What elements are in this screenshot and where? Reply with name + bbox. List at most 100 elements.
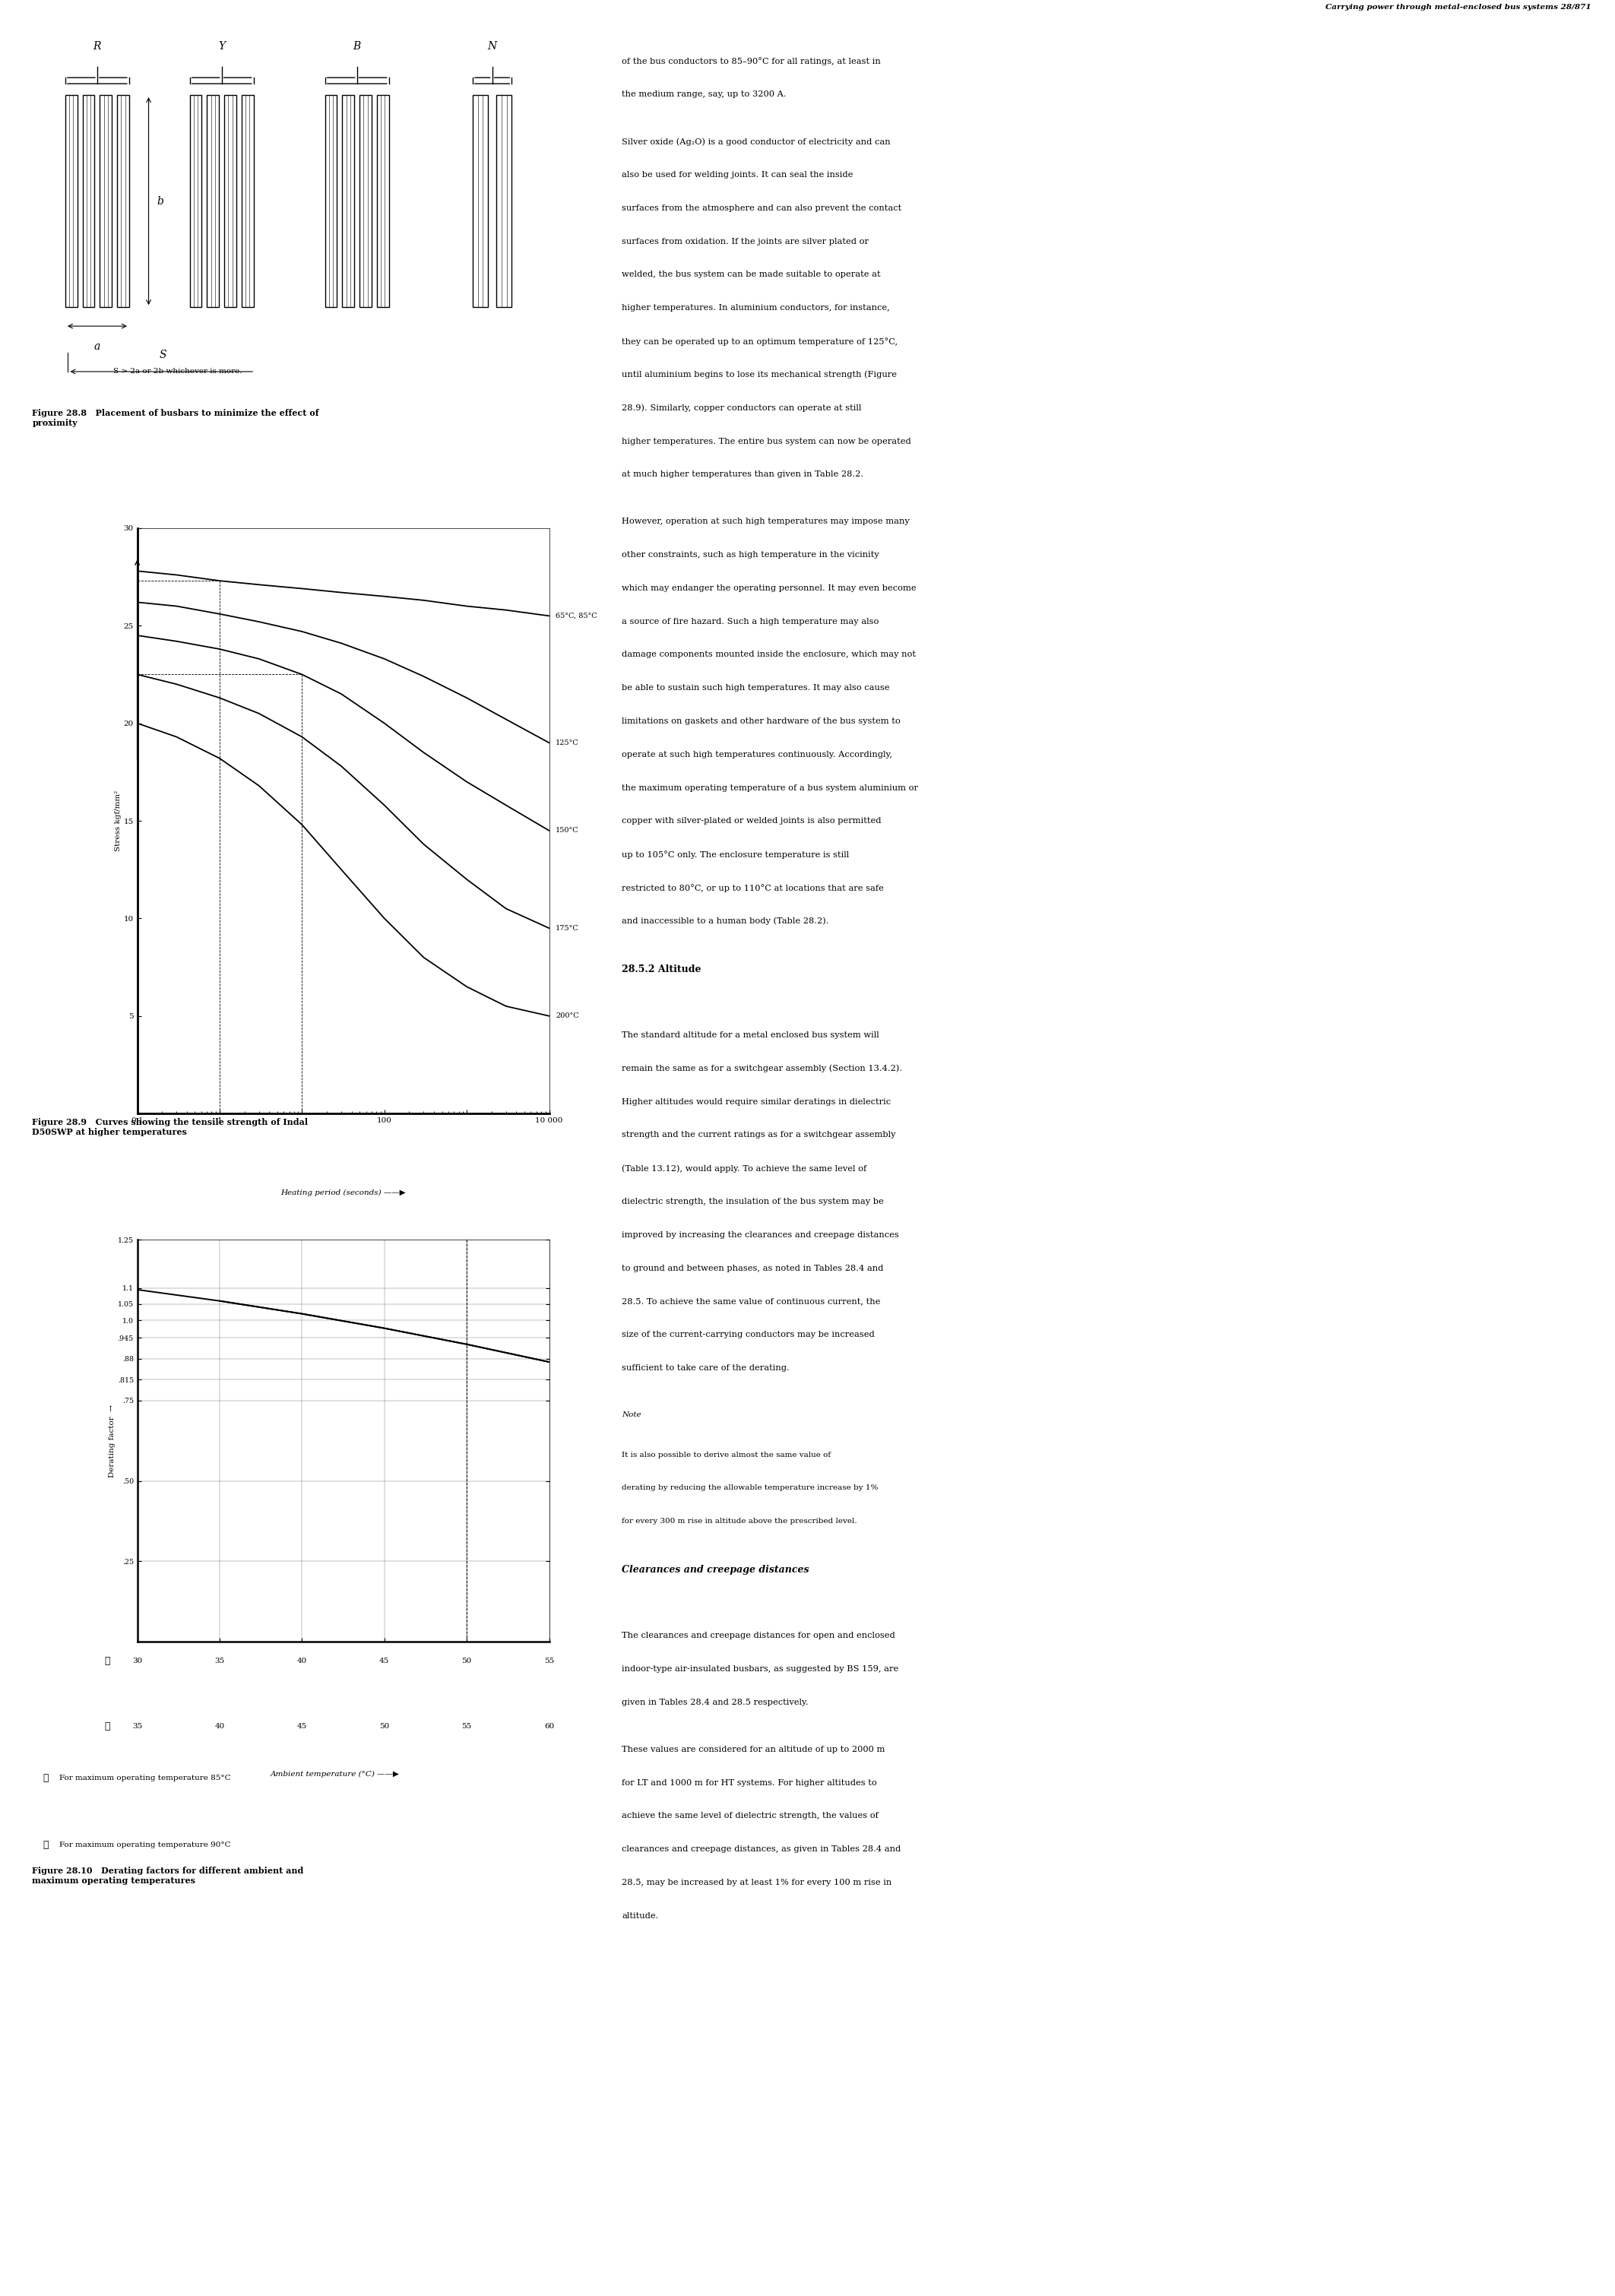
Y-axis label: Stress kgf/mm²: Stress kgf/mm²: [115, 790, 121, 852]
Text: 175°C: 175°C: [556, 925, 580, 932]
Bar: [242, 94, 254, 308]
Text: Higher altitudes would require similar deratings in dielectric: Higher altitudes would require similar d…: [622, 1097, 891, 1107]
Text: 35: 35: [215, 1658, 224, 1665]
Text: 50: 50: [380, 1724, 389, 1729]
Text: 60: 60: [544, 1724, 554, 1729]
Text: be able to sustain such high temperatures. It may also cause: be able to sustain such high temperature…: [622, 684, 890, 691]
Text: the medium range, say, up to 3200 A.: the medium range, say, up to 3200 A.: [622, 90, 787, 99]
Text: ①: ①: [44, 1773, 48, 1784]
Text: and inaccessible to a human body (Table 28.2).: and inaccessible to a human body (Table …: [622, 916, 828, 925]
Text: up to 105°C only. The enclosure temperature is still: up to 105°C only. The enclosure temperat…: [622, 850, 849, 859]
Text: improved by increasing the clearances and creepage distances: improved by increasing the clearances an…: [622, 1231, 900, 1240]
Text: restricted to 80°C, or up to 110°C at locations that are safe: restricted to 80°C, or up to 110°C at lo…: [622, 884, 883, 893]
Text: b: b: [157, 195, 163, 207]
Text: 150°C: 150°C: [556, 827, 578, 833]
Text: strength and the current ratings as for a switchgear assembly: strength and the current ratings as for …: [622, 1132, 896, 1139]
Text: For maximum operating temperature 90°C: For maximum operating temperature 90°C: [60, 1841, 231, 1848]
Text: a source of fire hazard. Such a high temperature may also: a source of fire hazard. Such a high tem…: [622, 618, 879, 625]
Bar: [207, 94, 220, 308]
Y-axis label: Derating factor  →: Derating factor →: [108, 1405, 115, 1476]
Text: 28.5.2 Altitude: 28.5.2 Altitude: [622, 964, 701, 974]
Text: dielectric strength, the insulation of the bus system may be: dielectric strength, the insulation of t…: [622, 1199, 883, 1205]
Text: 125°C: 125°C: [556, 739, 580, 746]
Text: Ambient temperature (°C) ——▶: Ambient temperature (°C) ——▶: [270, 1770, 399, 1777]
Text: other constraints, such as high temperature in the vicinity: other constraints, such as high temperat…: [622, 551, 879, 558]
Text: Silver oxide (Ag₂O) is a good conductor of electricity and can: Silver oxide (Ag₂O) is a good conductor …: [622, 138, 890, 145]
Bar: [360, 94, 371, 308]
Text: These values are considered for an altitude of up to 2000 m: These values are considered for an altit…: [622, 1745, 885, 1754]
Bar: [224, 94, 236, 308]
Text: 28.5. To achieve the same value of continuous current, the: 28.5. To achieve the same value of conti…: [622, 1297, 880, 1306]
Text: derating by reducing the allowable temperature increase by 1%: derating by reducing the allowable tempe…: [622, 1486, 879, 1492]
Text: they can be operated up to an optimum temperature of 125°C,: they can be operated up to an optimum te…: [622, 338, 898, 347]
Text: N: N: [488, 41, 497, 53]
Text: sufficient to take care of the derating.: sufficient to take care of the derating.: [622, 1364, 790, 1373]
Text: Figure 28.8   Placement of busbars to minimize the effect of
proximity: Figure 28.8 Placement of busbars to mini…: [32, 409, 320, 427]
Text: 35: 35: [132, 1724, 142, 1729]
Text: 200°C: 200°C: [556, 1013, 578, 1019]
Text: ②: ②: [105, 1722, 110, 1731]
Bar: [100, 94, 111, 308]
Text: limitations on gaskets and other hardware of the bus system to: limitations on gaskets and other hardwar…: [622, 716, 901, 726]
Text: 40: 40: [215, 1724, 224, 1729]
Text: It is also possible to derive almost the same value of: It is also possible to derive almost the…: [622, 1451, 830, 1458]
Text: 45: 45: [297, 1724, 307, 1729]
Text: However, operation at such high temperatures may impose many: However, operation at such high temperat…: [622, 517, 909, 526]
Text: B: B: [354, 41, 360, 53]
Bar: [496, 94, 512, 308]
Bar: [118, 94, 129, 308]
Text: Heating period (seconds) ——▶: Heating period (seconds) ——▶: [281, 1189, 405, 1196]
Text: R: R: [94, 41, 102, 53]
Text: for LT and 1000 m for HT systems. For higher altitudes to: for LT and 1000 m for HT systems. For hi…: [622, 1779, 877, 1786]
Text: ②: ②: [44, 1839, 48, 1851]
Text: of the bus conductors to 85–90°C for all ratings, at least in: of the bus conductors to 85–90°C for all…: [622, 57, 880, 67]
Text: (Table 13.12), would apply. To achieve the same level of: (Table 13.12), would apply. To achieve t…: [622, 1164, 867, 1173]
Text: higher temperatures. In aluminium conductors, for instance,: higher temperatures. In aluminium conduc…: [622, 303, 890, 312]
Text: Figure 28.9   Curves showing the tensile strength of Indal
D50SWP at higher temp: Figure 28.9 Curves showing the tensile s…: [32, 1118, 308, 1137]
Text: The standard altitude for a metal enclosed bus system will: The standard altitude for a metal enclos…: [622, 1031, 879, 1040]
Text: achieve the same level of dielectric strength, the values of: achieve the same level of dielectric str…: [622, 1812, 879, 1821]
Text: S > 2a or 2b whichever is more.: S > 2a or 2b whichever is more.: [113, 367, 242, 374]
Bar: [189, 94, 202, 308]
Text: operate at such high temperatures continuously. Accordingly,: operate at such high temperatures contin…: [622, 751, 893, 758]
Text: remain the same as for a switchgear assembly (Section 13.4.2).: remain the same as for a switchgear asse…: [622, 1065, 903, 1072]
Text: surfaces from oxidation. If the joints are silver plated or: surfaces from oxidation. If the joints a…: [622, 236, 869, 246]
Text: at much higher temperatures than given in Table 28.2.: at much higher temperatures than given i…: [622, 471, 864, 478]
Text: damage components mounted inside the enclosure, which may not: damage components mounted inside the enc…: [622, 650, 916, 659]
Text: also be used for welding joints. It can seal the inside: also be used for welding joints. It can …: [622, 170, 853, 179]
Text: For maximum operating temperature 85°C: For maximum operating temperature 85°C: [60, 1775, 231, 1782]
Text: Carrying power through metal-enclosed bus systems 28/871: Carrying power through metal-enclosed bu…: [1324, 2, 1591, 9]
Text: which may endanger the operating personnel. It may even become: which may endanger the operating personn…: [622, 583, 916, 592]
Text: clearances and creepage distances, as given in Tables 28.4 and: clearances and creepage distances, as gi…: [622, 1846, 901, 1853]
Text: Figure 28.10   Derating factors for different ambient and
maximum operating temp: Figure 28.10 Derating factors for differ…: [32, 1867, 304, 1885]
Text: Clearances and creepage distances: Clearances and creepage distances: [622, 1566, 809, 1575]
Text: for every 300 m rise in altitude above the prescribed level.: for every 300 m rise in altitude above t…: [622, 1518, 858, 1525]
Bar: [82, 94, 95, 308]
Bar: [376, 94, 389, 308]
Text: surfaces from the atmosphere and can also prevent the contact: surfaces from the atmosphere and can als…: [622, 204, 901, 211]
Bar: [325, 94, 338, 308]
Text: a: a: [94, 342, 100, 351]
Text: 55: 55: [462, 1724, 472, 1729]
Text: higher temperatures. The entire bus system can now be operated: higher temperatures. The entire bus syst…: [622, 436, 911, 445]
Text: 45: 45: [380, 1658, 389, 1665]
Text: S: S: [158, 349, 166, 360]
Text: 28.9). Similarly, copper conductors can operate at still: 28.9). Similarly, copper conductors can …: [622, 404, 861, 411]
Text: Note: Note: [622, 1412, 641, 1419]
Bar: [342, 94, 354, 308]
Text: welded, the bus system can be made suitable to operate at: welded, the bus system can be made suita…: [622, 271, 880, 278]
Text: ①: ①: [105, 1655, 110, 1667]
Text: until aluminium begins to lose its mechanical strength (Figure: until aluminium begins to lose its mecha…: [622, 370, 896, 379]
Text: the maximum operating temperature of a bus system aluminium or: the maximum operating temperature of a b…: [622, 783, 919, 792]
Text: altitude.: altitude.: [622, 1913, 659, 1919]
Bar: [65, 94, 78, 308]
Text: copper with silver-plated or welded joints is also permitted: copper with silver-plated or welded join…: [622, 817, 882, 824]
Text: 28.5, may be increased by at least 1% for every 100 m rise in: 28.5, may be increased by at least 1% fo…: [622, 1878, 891, 1887]
Text: 30: 30: [132, 1658, 142, 1665]
Text: indoor-type air-insulated busbars, as suggested by BS 159, are: indoor-type air-insulated busbars, as su…: [622, 1665, 898, 1674]
Text: to ground and between phases, as noted in Tables 28.4 and: to ground and between phases, as noted i…: [622, 1265, 883, 1272]
Text: 50: 50: [462, 1658, 472, 1665]
Text: 40: 40: [297, 1658, 307, 1665]
Bar: [473, 94, 488, 308]
Text: 55: 55: [544, 1658, 554, 1665]
